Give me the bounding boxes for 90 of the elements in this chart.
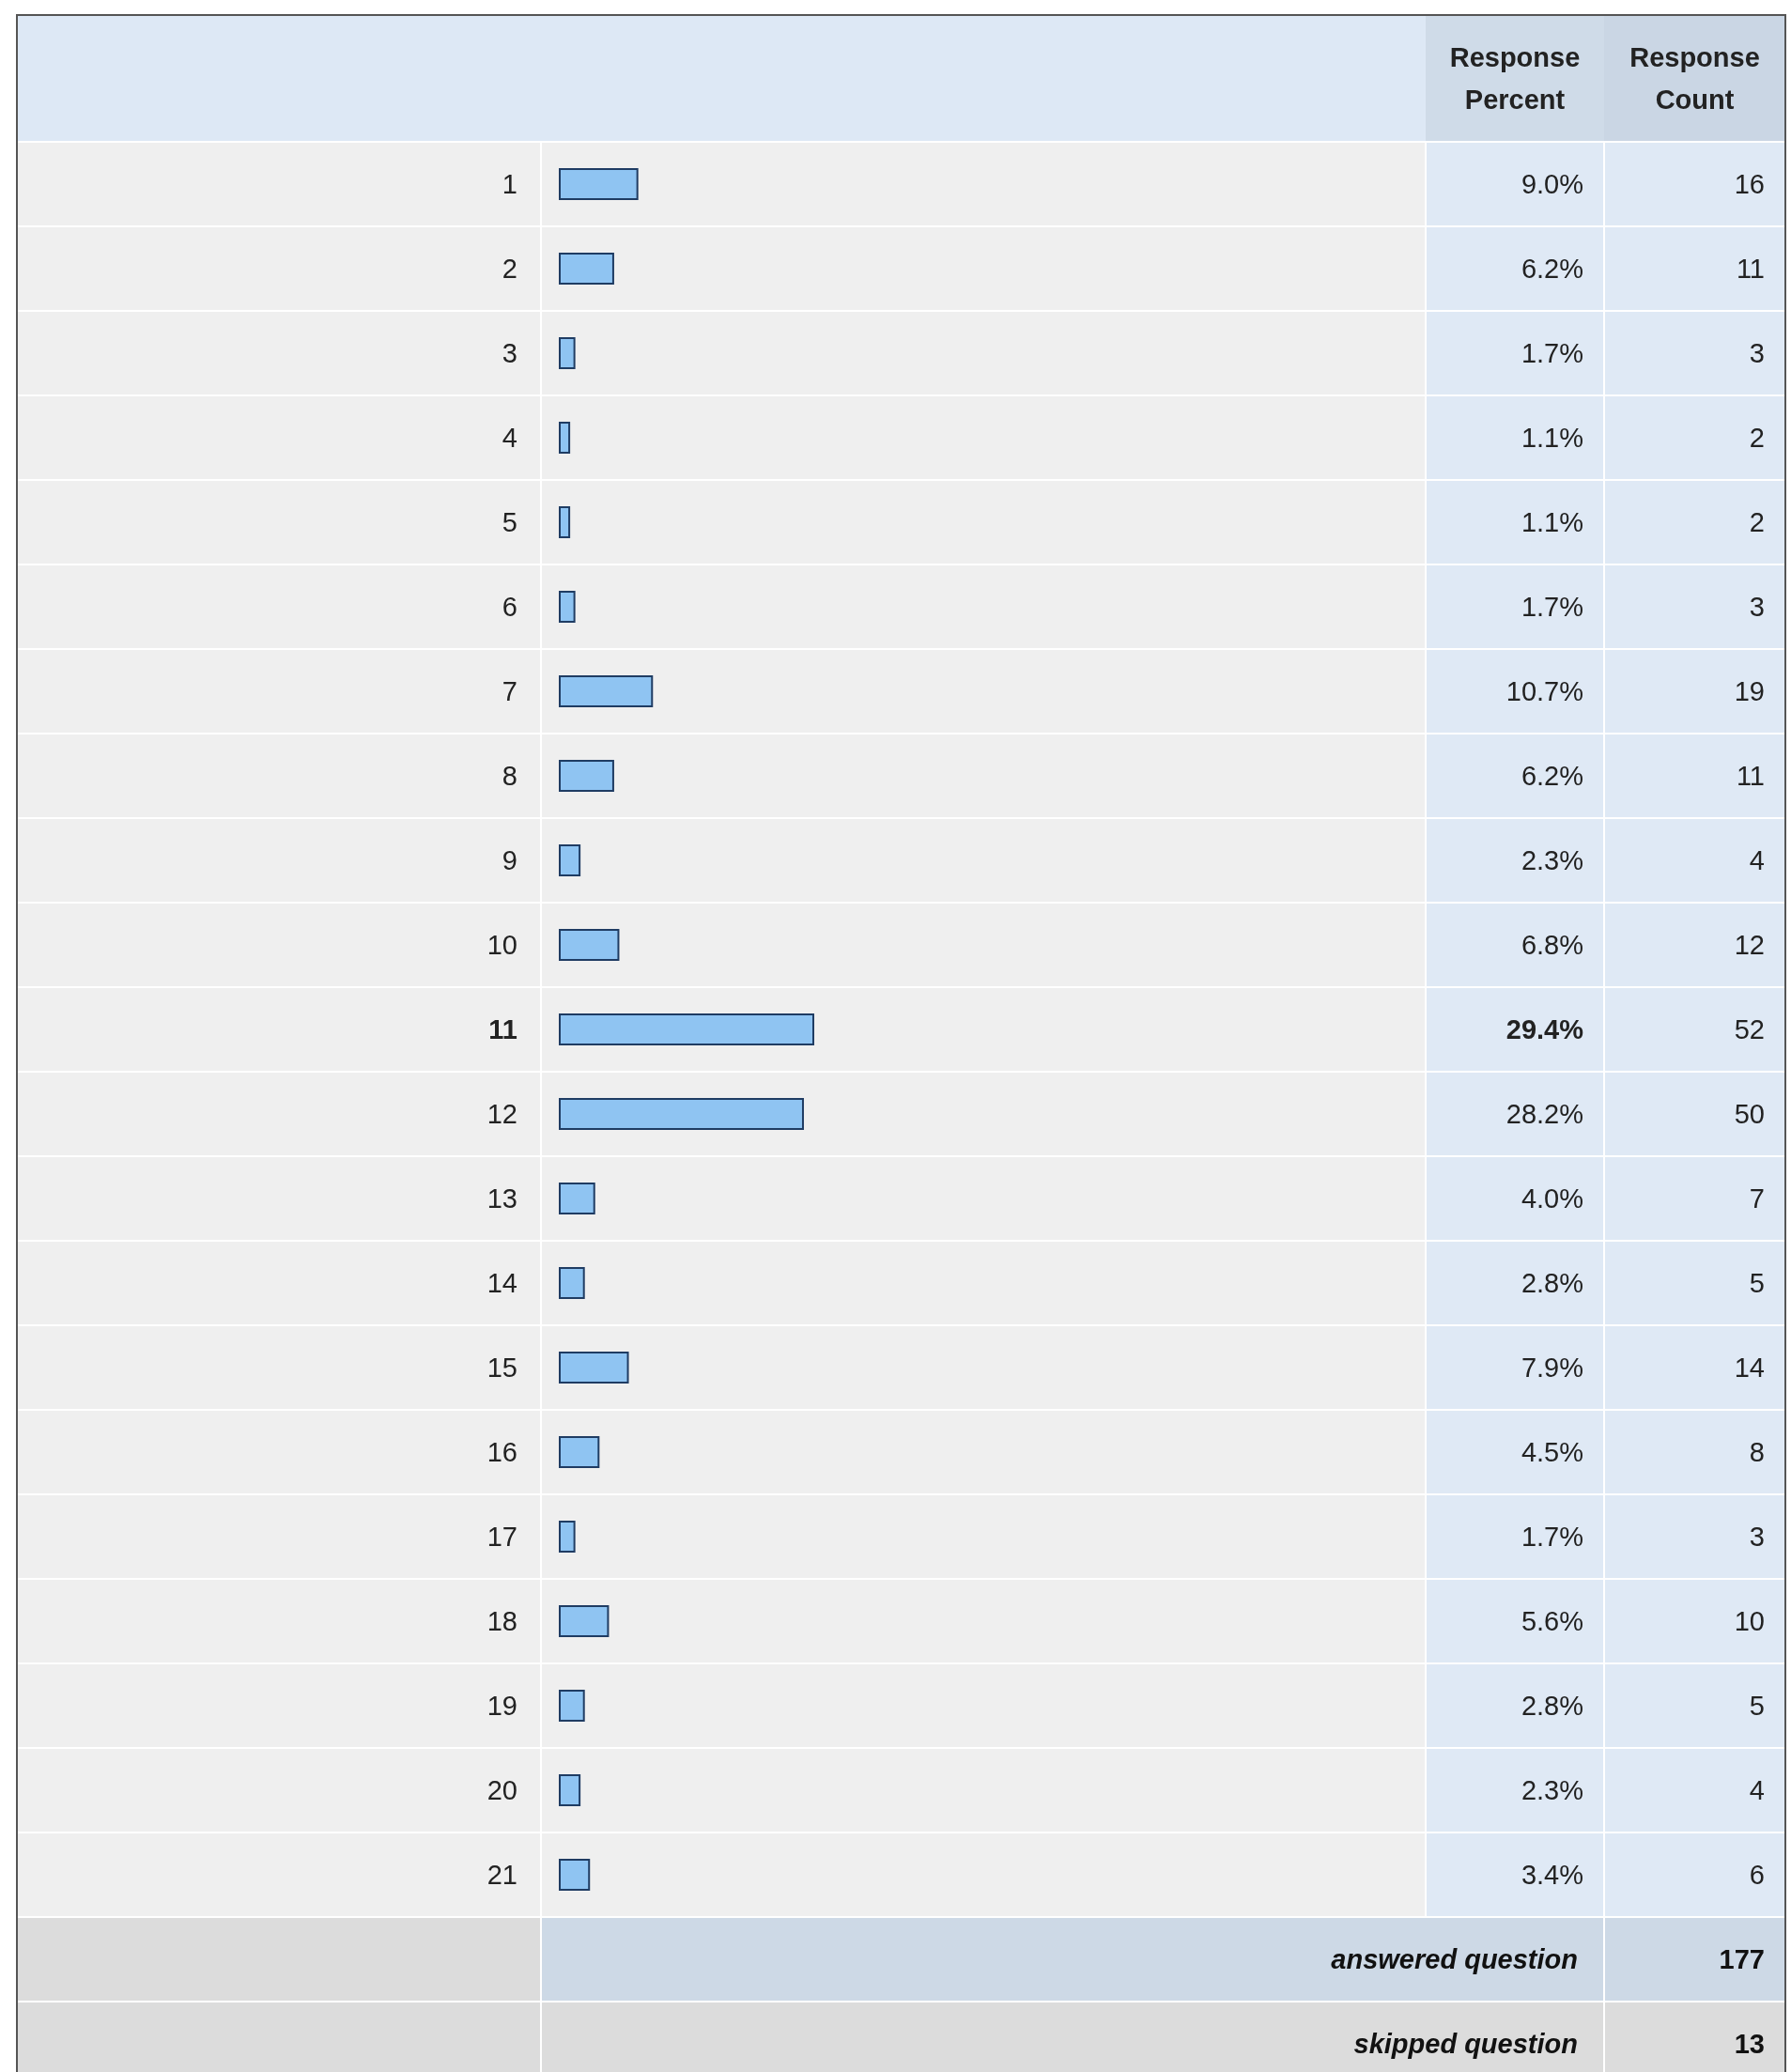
data-label: 1.1% xyxy=(1521,507,1583,537)
data-label: 4.0% xyxy=(1521,1183,1583,1214)
y-tick-label: 13 xyxy=(486,1183,517,1214)
text: 8 xyxy=(1749,1437,1765,1467)
y-tick-label: 20 xyxy=(486,1775,517,1805)
data-label: 4.5% xyxy=(1521,1437,1583,1467)
text: 5 xyxy=(1749,1268,1765,1298)
y-tick-label: 18 xyxy=(486,1606,517,1636)
data-label: 2.8% xyxy=(1521,1268,1583,1298)
y-tick-label: 8 xyxy=(502,761,517,791)
bar xyxy=(559,1352,629,1384)
bar xyxy=(559,506,571,538)
y-tick-label: 9 xyxy=(502,845,517,875)
bar xyxy=(559,844,581,876)
data-label: 2.8% xyxy=(1521,1691,1583,1721)
text: Response Count xyxy=(1629,42,1760,115)
bar xyxy=(559,760,614,792)
bar xyxy=(559,1521,576,1553)
y-tick-label: 15 xyxy=(486,1353,517,1383)
y-tick-label: 16 xyxy=(486,1437,517,1467)
text: 10 xyxy=(1734,1606,1765,1636)
data-label: 1.1% xyxy=(1521,423,1583,453)
y-tick-label: 2 xyxy=(502,254,517,284)
data-label: 1.7% xyxy=(1521,338,1583,368)
bar xyxy=(559,1013,814,1045)
text: 11 xyxy=(1736,254,1765,284)
text: 52 xyxy=(1734,1014,1765,1044)
text: skipped question xyxy=(1353,2029,1578,2059)
data-label: 3.4% xyxy=(1521,1860,1583,1890)
data-label: 7.9% xyxy=(1521,1353,1583,1383)
bar xyxy=(559,1098,804,1130)
bar xyxy=(559,1183,595,1214)
y-tick-label: 4 xyxy=(502,423,517,453)
text: 7 xyxy=(1749,1183,1765,1214)
text: 2 xyxy=(1749,507,1765,537)
text: 16 xyxy=(1734,169,1765,199)
bar xyxy=(559,1436,600,1468)
text: 19 xyxy=(1734,676,1765,706)
data-label: 6.2% xyxy=(1521,254,1583,284)
data-label: 1.7% xyxy=(1521,592,1583,622)
y-tick-label: 12 xyxy=(486,1099,517,1129)
data-label: 6.2% xyxy=(1521,761,1583,791)
text: 6 xyxy=(1749,1860,1765,1890)
text: 3 xyxy=(1749,338,1765,368)
y-tick-label: 1 xyxy=(502,169,517,199)
bar xyxy=(559,1859,591,1891)
data-label: 1.7% xyxy=(1521,1522,1583,1552)
text: 3 xyxy=(1749,1522,1765,1552)
text: 4 xyxy=(1749,845,1765,875)
y-tick-label: 14 xyxy=(486,1268,517,1298)
text: 14 xyxy=(1734,1353,1765,1383)
y-tick-label: 6 xyxy=(502,592,517,622)
data-label: 5.6% xyxy=(1521,1606,1583,1636)
text: 12 xyxy=(1734,930,1765,960)
text: 50 xyxy=(1734,1099,1765,1129)
data-label: 6.8% xyxy=(1521,930,1583,960)
text: 5 xyxy=(1749,1691,1765,1721)
text: 2 xyxy=(1749,423,1765,453)
bar xyxy=(559,591,576,623)
data-label: 2.3% xyxy=(1521,1775,1583,1805)
data-label: 10.7% xyxy=(1505,676,1583,706)
text: Response Percent xyxy=(1449,42,1581,115)
text: answered question xyxy=(1331,1944,1578,1974)
bar xyxy=(559,253,614,285)
bar xyxy=(559,1774,581,1806)
bar xyxy=(559,1605,610,1637)
data-label: 2.3% xyxy=(1521,845,1583,875)
text: 3 xyxy=(1749,592,1765,622)
y-tick-label: 19 xyxy=(486,1691,517,1721)
bar xyxy=(559,1267,585,1299)
bar xyxy=(559,675,654,707)
y-tick-label: 11 xyxy=(488,1014,517,1044)
data-label: 9.0% xyxy=(1521,169,1583,199)
y-tick-label: 17 xyxy=(486,1522,517,1552)
text: 177 xyxy=(1719,1944,1765,1974)
bar xyxy=(559,1690,585,1722)
bar xyxy=(559,422,571,454)
y-tick-label: 5 xyxy=(502,507,517,537)
y-tick-label: 3 xyxy=(502,338,517,368)
y-tick-label: 10 xyxy=(486,930,517,960)
y-tick-label: 21 xyxy=(486,1860,517,1890)
bar xyxy=(559,929,620,961)
text: 13 xyxy=(1734,2029,1765,2059)
bar xyxy=(559,337,576,369)
text: 11 xyxy=(1736,761,1765,791)
data-label: 29.4% xyxy=(1505,1014,1584,1044)
text: 4 xyxy=(1749,1775,1765,1805)
bar xyxy=(559,168,639,200)
data-label: 28.2% xyxy=(1505,1099,1583,1129)
y-tick-label: 7 xyxy=(502,676,517,706)
